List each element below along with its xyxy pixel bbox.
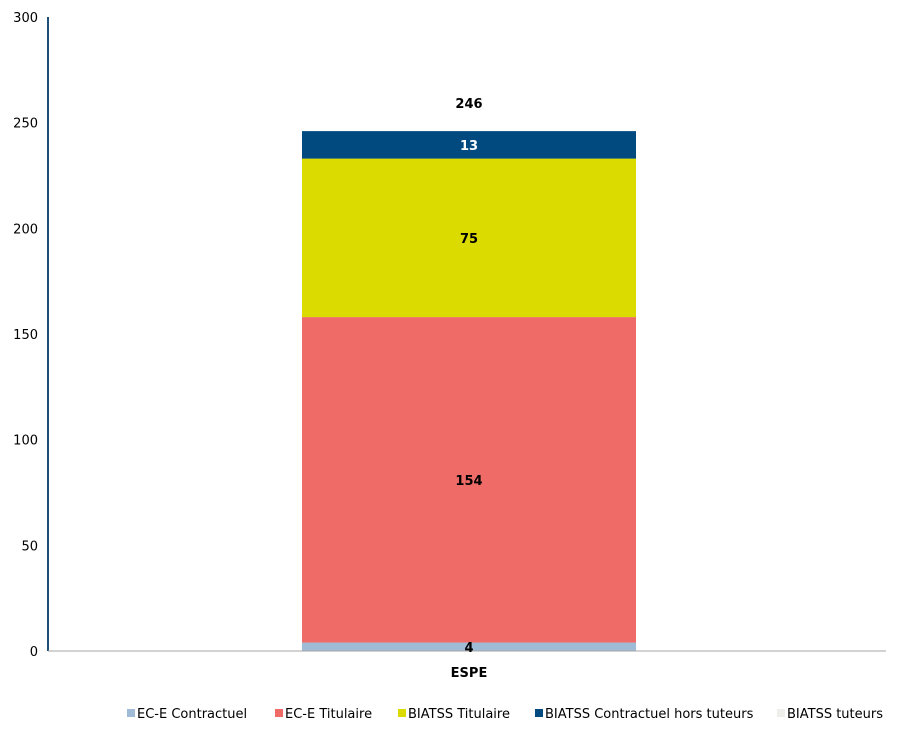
legend-label: EC-E Titulaire bbox=[285, 707, 372, 722]
bars-layer bbox=[302, 131, 636, 651]
y-tick-label: 100 bbox=[13, 434, 38, 449]
legend-label: BIATSS tuteurs bbox=[787, 707, 883, 722]
legend-label: EC-E Contractuel bbox=[137, 707, 247, 722]
bar-segment bbox=[302, 317, 636, 643]
bar-segment bbox=[302, 642, 636, 651]
y-tick-label: 50 bbox=[21, 539, 38, 554]
data-labels: 4 154 75 13 246 bbox=[455, 97, 482, 656]
total-label: 246 bbox=[455, 97, 482, 112]
y-tick-label: 250 bbox=[13, 117, 38, 132]
bar-segment bbox=[302, 158, 636, 318]
legend-swatch bbox=[275, 709, 283, 717]
y-tick-label: 200 bbox=[13, 222, 38, 237]
x-tick-label: ESPE bbox=[451, 666, 488, 681]
y-axis: 0 50 100 150 200 250 300 bbox=[13, 11, 49, 660]
legend-swatch bbox=[777, 709, 785, 717]
y-tick-label: 300 bbox=[13, 11, 38, 26]
legend-label: BIATSS Contractuel hors tuteurs bbox=[545, 707, 754, 722]
legend: EC-E Contractuel EC-E Titulaire BIATSS Tit… bbox=[127, 707, 883, 722]
x-axis: ESPE bbox=[451, 666, 488, 681]
data-label: 13 bbox=[460, 139, 478, 154]
y-tick-label: 0 bbox=[30, 645, 38, 660]
legend-label: BIATSS Titulaire bbox=[408, 707, 510, 722]
y-tick-label: 150 bbox=[13, 328, 38, 343]
legend-swatch bbox=[127, 709, 135, 717]
data-label: 75 bbox=[460, 232, 478, 247]
legend-swatch bbox=[535, 709, 543, 717]
data-label: 4 bbox=[464, 641, 473, 656]
data-label: 154 bbox=[455, 474, 482, 489]
legend-swatch bbox=[398, 709, 406, 717]
bar-segment bbox=[302, 131, 636, 159]
